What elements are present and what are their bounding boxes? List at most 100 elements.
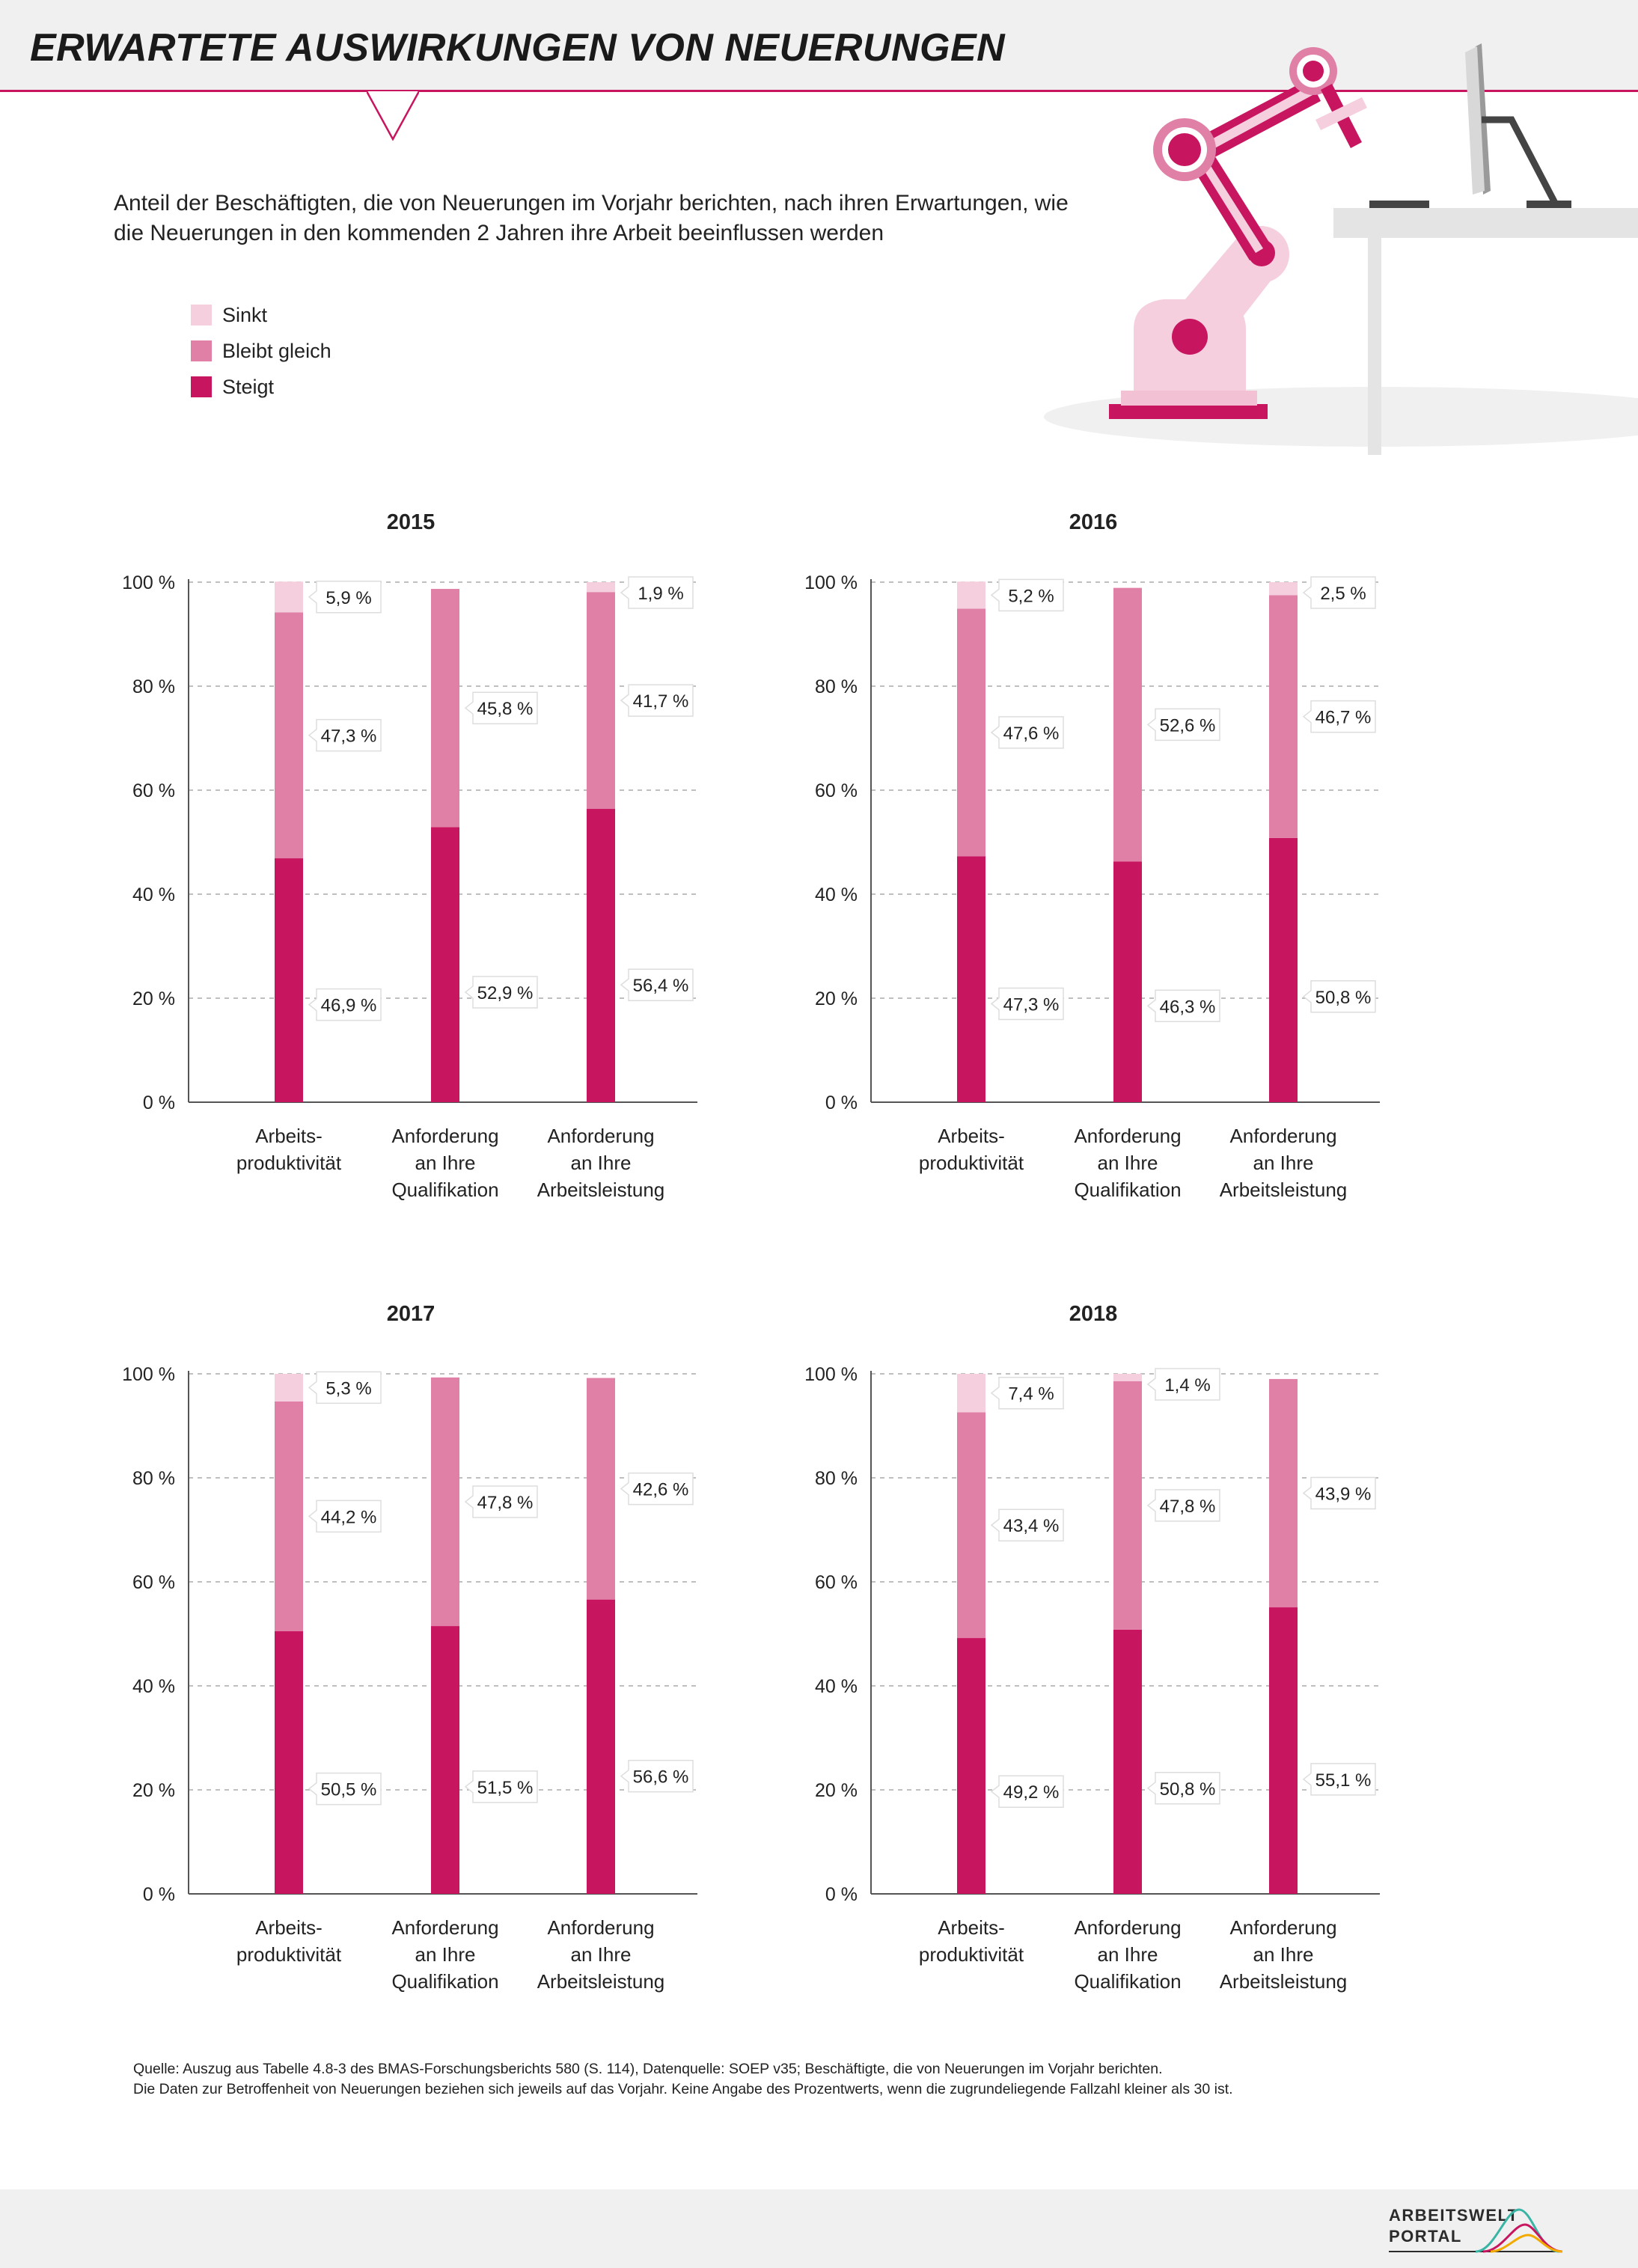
x-tick-label-3: Anforderung an Ihre Arbeitsleistung xyxy=(1220,1916,1348,1993)
data-label-box xyxy=(1302,1763,1376,1796)
data-label-text: 47,3 % xyxy=(321,727,377,747)
data-label-box xyxy=(620,968,694,1001)
x-tick-label-line: an Ihre xyxy=(1253,1943,1314,1966)
data-label-box xyxy=(1302,980,1376,1013)
x-tick-label-line: Arbeitsleistung xyxy=(1220,1179,1348,1201)
data-label-bleibt-gleich-3: 46,7 % xyxy=(1302,700,1376,733)
data-label-steigt-2: 51,5 % xyxy=(464,1770,538,1803)
footer-bar xyxy=(0,2189,1638,2268)
data-label-sinkt-2: 1,4 % xyxy=(1146,1368,1220,1401)
source-line-2: Die Daten zur Betroffenheit von Neuerung… xyxy=(133,2081,1233,2097)
data-label-text: 46,3 % xyxy=(1160,997,1216,1017)
data-label-text: 2,5 % xyxy=(1320,584,1366,604)
data-label-text: 42,6 % xyxy=(633,1480,689,1500)
x-tick-label-line: an Ihre xyxy=(1098,1943,1158,1966)
chart-title: 2017 xyxy=(387,1302,436,1326)
data-label-text: 5,3 % xyxy=(326,1378,371,1399)
legend-label-bleibt-gleich: Bleibt gleich xyxy=(222,340,331,362)
source-line-1: Quelle: Auszug aus Tabelle 4.8-3 des BMA… xyxy=(133,2061,1163,2077)
data-label-steigt-2: 52,9 % xyxy=(464,976,538,1009)
x-tick-label-1: Arbeits-produktivität xyxy=(236,1916,342,1966)
y-tick-label: 20 % xyxy=(815,988,858,1009)
data-label-box xyxy=(990,578,1064,612)
legend-label-sinkt: Sinkt xyxy=(222,304,268,326)
chart-2018: 2018 0 % 20 % 40 % 60 % 80 % 100 % 49,2 % 43,4 %… xyxy=(804,1302,1380,1993)
x-tick-label-line: an Ihre xyxy=(415,1152,476,1174)
y-tick-label: 100 % xyxy=(804,572,858,593)
x-tick-label-line: Qualifikation xyxy=(1074,1970,1181,1993)
data-label-text: 44,2 % xyxy=(321,1507,377,1527)
arbeitswelt-portal-logo-icon xyxy=(1389,2208,1563,2253)
robot-arm-illustration xyxy=(1044,43,1638,455)
x-tick-label-line: Qualifikation xyxy=(391,1970,498,1993)
x-tick-label-line: Arbeitsleistung xyxy=(1220,1970,1348,1993)
data-label-bleibt-gleich-1: 44,2 % xyxy=(308,1500,382,1533)
x-tick-label-line: Anforderung xyxy=(547,1125,654,1147)
data-label-box xyxy=(620,1759,694,1793)
legend-swatch-bleibt-gleich xyxy=(191,340,212,361)
data-label-bleibt-gleich-2: 45,8 % xyxy=(464,691,538,724)
x-tick-label-2: Anforderung an Ihre Qualifikation xyxy=(391,1125,498,1201)
chart-title: 2015 xyxy=(387,510,436,534)
data-label-text: 7,4 % xyxy=(1008,1384,1054,1404)
data-label-box xyxy=(308,718,382,752)
data-label-box xyxy=(1146,1489,1220,1522)
data-label-text: 46,9 % xyxy=(321,996,377,1016)
data-label-text: 49,2 % xyxy=(1003,1782,1060,1803)
x-tick-label-line: Anforderung xyxy=(391,1125,498,1147)
y-tick-label: 40 % xyxy=(132,884,175,905)
y-tick-label: 20 % xyxy=(132,988,175,1009)
bar-steigt-3 xyxy=(1269,837,1298,1102)
data-label-sinkt-3: 2,5 % xyxy=(1302,576,1376,609)
bar-sinkt-1 xyxy=(957,581,985,609)
x-tick-label-line: Arbeitsleistung xyxy=(537,1179,665,1201)
data-label-bleibt-gleich-2: 47,8 % xyxy=(464,1485,538,1518)
bar-bleibt-gleich-1 xyxy=(275,612,303,859)
x-tick-label-3: Anforderung an Ihre Arbeitsleistung xyxy=(537,1916,665,1993)
data-label-box xyxy=(308,1500,382,1533)
x-tick-label-line: Arbeits- xyxy=(938,1916,1005,1939)
data-label-box xyxy=(990,1376,1064,1410)
data-label-text: 5,9 % xyxy=(326,588,371,608)
data-label-bleibt-gleich-3: 43,9 % xyxy=(1302,1476,1376,1510)
data-label-text: 47,8 % xyxy=(1160,1497,1216,1517)
data-label-text: 47,3 % xyxy=(1003,995,1060,1015)
data-label-box xyxy=(308,1772,382,1806)
data-label-steigt-1: 47,3 % xyxy=(990,987,1064,1021)
data-label-bleibt-gleich-2: 47,8 % xyxy=(1146,1489,1220,1522)
x-tick-label-line: Arbeits- xyxy=(255,1916,323,1939)
data-label-box xyxy=(464,976,538,1009)
data-label-steigt-2: 46,3 % xyxy=(1146,989,1220,1023)
bar-sinkt-3 xyxy=(1269,582,1298,596)
x-tick-label-line: an Ihre xyxy=(415,1943,476,1966)
x-tick-label-line: an Ihre xyxy=(1098,1152,1158,1174)
bar-sinkt-1 xyxy=(275,581,303,613)
bar-sinkt-1 xyxy=(275,1374,303,1402)
x-tick-label-line: Arbeitsleistung xyxy=(537,1970,665,1993)
y-tick-label: 60 % xyxy=(815,1572,858,1593)
data-label-text: 1,4 % xyxy=(1164,1375,1210,1396)
data-label-box xyxy=(308,581,382,614)
bar-bleibt-gleich-1 xyxy=(957,608,985,857)
data-label-box xyxy=(1146,1368,1220,1401)
page-title: ERWARTETE AUSWIRKUNGEN VON NEUERUNGEN xyxy=(30,26,1006,70)
legend-label-steigt: Steigt xyxy=(222,376,275,398)
y-tick-label: 60 % xyxy=(132,1572,175,1593)
bar-sinkt-2 xyxy=(1113,1374,1142,1381)
x-tick-label-line: Anforderung xyxy=(391,1916,498,1939)
bar-bleibt-gleich-3 xyxy=(587,592,615,810)
data-label-sinkt-1: 7,4 % xyxy=(990,1376,1064,1410)
logo-text-line-1: ARBEITSWELT xyxy=(1389,2206,1519,2225)
data-label-text: 43,9 % xyxy=(1315,1485,1372,1505)
y-tick-label: 100 % xyxy=(122,1364,175,1385)
data-label-text: 50,8 % xyxy=(1160,1779,1216,1800)
data-label-text: 46,7 % xyxy=(1315,708,1372,728)
x-tick-label-line: Arbeits- xyxy=(938,1125,1005,1147)
data-label-steigt-3: 50,8 % xyxy=(1302,980,1376,1013)
y-tick-label: 20 % xyxy=(132,1780,175,1801)
chart-title: 2018 xyxy=(1069,1302,1118,1326)
y-tick-label: 0 % xyxy=(143,1092,175,1113)
bar-sinkt-1 xyxy=(957,1374,985,1413)
x-tick-label-2: Anforderung an Ihre Qualifikation xyxy=(391,1916,498,1993)
data-label-bleibt-gleich-3: 41,7 % xyxy=(620,684,694,717)
